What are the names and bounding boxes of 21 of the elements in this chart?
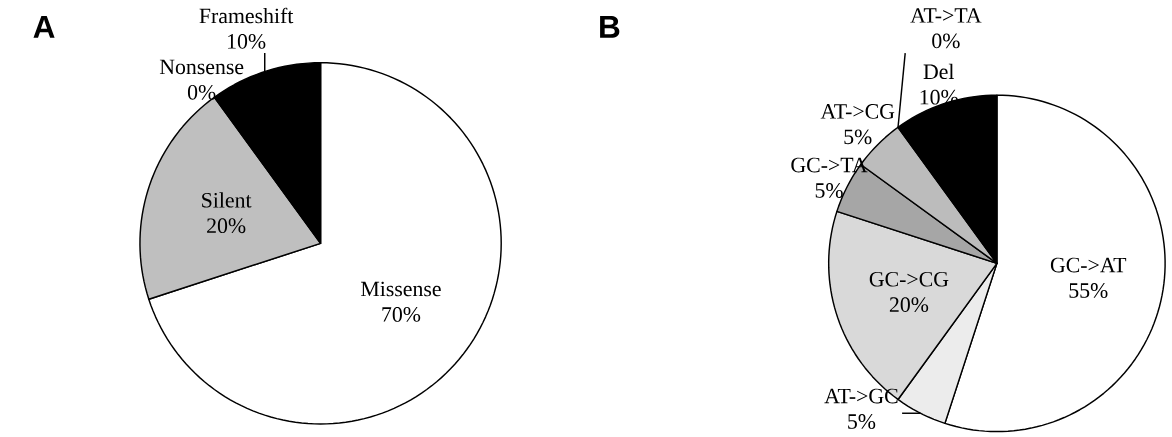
- data-label: 5%: [848, 414, 876, 429]
- data-label: 5%: [844, 129, 872, 145]
- slice-label: GC->AT: [1050, 257, 1127, 273]
- slice-label: Del: [923, 63, 955, 80]
- data-label: 55%: [1069, 283, 1108, 298]
- text: 0%: [187, 84, 216, 100]
- data-label: 5%: [815, 183, 843, 198]
- data-label: 70%: [382, 306, 421, 322]
- slice-label: GC->CG: [869, 271, 949, 287]
- slice-label: Silent: [202, 192, 252, 208]
- slice-label: Frameshift: [199, 7, 294, 24]
- slice-label: AT->CG: [820, 104, 895, 119]
- chart-title: B: [600, 16, 620, 38]
- chart-title: A: [33, 16, 55, 38]
- data-label: 10%: [228, 33, 266, 49]
- data-label: 20%: [207, 218, 246, 234]
- data-label: 20%: [889, 297, 929, 313]
- text: 0%: [932, 33, 960, 49]
- category-label: Nonsense: [159, 59, 244, 75]
- slice-label: Missense: [361, 281, 441, 297]
- category-label: AT->TA: [910, 8, 982, 23]
